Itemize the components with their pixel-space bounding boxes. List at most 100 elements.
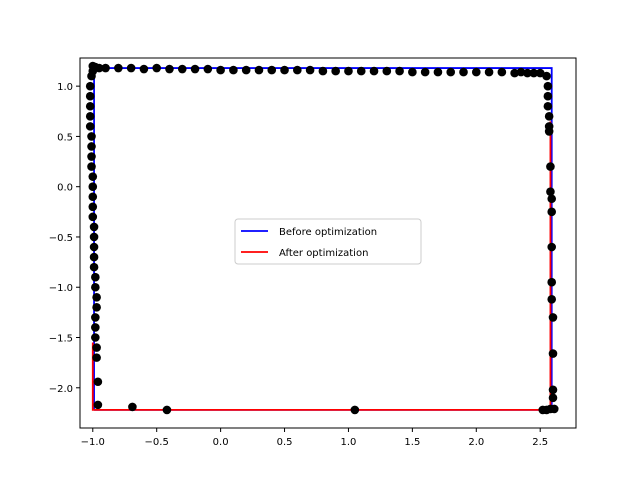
- scatter-point-74: [91, 282, 100, 292]
- scatter-point-30: [446, 67, 456, 77]
- x-tick-label-6: 2.0: [468, 437, 484, 448]
- scatter-point-10: [190, 64, 200, 74]
- scatter-point-54: [548, 313, 558, 322]
- scatter-point-76: [89, 262, 99, 272]
- scatter-point-78: [89, 242, 99, 252]
- scatter-point-23: [356, 66, 366, 76]
- scatter-point-15: [254, 65, 264, 75]
- scatter-point-44: [544, 112, 554, 121]
- scatter-point-64: [128, 402, 137, 412]
- scatter-point-17: [280, 65, 289, 75]
- scatter-point-4: [114, 63, 123, 73]
- scatter-point-32: [471, 67, 481, 77]
- scatter-point-62: [350, 405, 360, 415]
- scatter-point-94: [85, 81, 95, 91]
- scatter-point-9: [177, 64, 187, 74]
- scatter-point-2: [94, 63, 104, 73]
- scatter-point-21: [331, 66, 340, 76]
- scatter-point-81: [88, 212, 98, 222]
- x-axis-ticks: −1.0 −0.5 0.0 0.5 1.0 1.5 2.0 2.5: [81, 428, 548, 448]
- legend-label-after-optimization: After optimization: [279, 248, 368, 259]
- scatter-point-8: [165, 64, 174, 74]
- scatter-point-86: [87, 162, 96, 171]
- scatter-point-68: [92, 343, 101, 352]
- y-tick-label-1: 0.5: [57, 132, 73, 143]
- y-tick-label-4: −1.0: [49, 283, 73, 294]
- scatter-point-25: [382, 66, 392, 76]
- scatter-point-72: [92, 303, 101, 312]
- scatter-point-52: [547, 277, 557, 287]
- axes-frame: [79, 57, 577, 429]
- scatter-point-27: [408, 67, 417, 77]
- scatter-point-47: [546, 162, 555, 171]
- scatter-point-28: [420, 67, 430, 77]
- x-tick-label-7: 2.5: [532, 437, 548, 448]
- scatter-point-91: [85, 112, 95, 121]
- scatter-point-87: [87, 152, 96, 161]
- scatter-point-20: [318, 66, 328, 76]
- scatter-point-55: [548, 349, 558, 358]
- scatter-point-71: [91, 313, 100, 322]
- scatter-point-16: [267, 65, 277, 75]
- scatter-point-18: [293, 65, 302, 75]
- scatter-point-3: [101, 63, 110, 73]
- scatter-point-83: [88, 192, 98, 202]
- scatter-point-40: [542, 71, 551, 81]
- scatter-point-49: [547, 194, 557, 204]
- scatter-point-42: [543, 91, 553, 101]
- scatter-point-92: [85, 101, 95, 111]
- y-tick-label-2: 0.0: [57, 183, 73, 194]
- series-layer: [91, 67, 553, 411]
- x-tick-label-1: −0.5: [145, 437, 169, 448]
- scatter-point-31: [459, 67, 468, 77]
- scatter-point-22: [344, 66, 353, 76]
- scatter-point-50: [547, 207, 557, 217]
- scatter-point-65: [93, 400, 103, 410]
- scatter-point-7: [152, 63, 161, 73]
- legend-box: [234, 218, 422, 265]
- scatter-point-14: [241, 65, 251, 75]
- y-tick-label-3: −0.5: [49, 233, 73, 244]
- y-axis-ticks: 1.0 0.5 0.0 −0.5 −1.0 −1.5 −2.0: [49, 82, 80, 395]
- x-tick-label-4: 1.0: [341, 437, 357, 448]
- scatter-point-38: [529, 68, 539, 78]
- scatter-point-96: [88, 66, 98, 76]
- scatter-point-56: [548, 385, 558, 395]
- scatter-point-41: [543, 81, 553, 91]
- scatter-point-11: [203, 64, 213, 74]
- scatter-point-46: [544, 127, 554, 136]
- x-tick-label-2: 0.0: [213, 437, 229, 448]
- scatter-point-85: [88, 172, 98, 181]
- scatter-point-35: [510, 68, 519, 78]
- scatter-point-12: [216, 65, 225, 75]
- scatter-point-6: [139, 64, 149, 74]
- scatter-point-53: [547, 295, 557, 304]
- series-line-1: [91, 121, 552, 411]
- scatter-point-29: [433, 67, 443, 77]
- scatter-point-79: [89, 232, 99, 242]
- scatter-point-80: [89, 222, 99, 232]
- scatter-point-93: [85, 91, 95, 101]
- scatter-point-69: [91, 333, 100, 342]
- scatter-point-51: [547, 242, 557, 252]
- scatter-point-88: [87, 142, 96, 151]
- axes-border: [79, 57, 577, 429]
- scatter-point-75: [91, 272, 100, 282]
- x-tick-label-5: 1.5: [404, 437, 420, 448]
- scatter-point-82: [88, 202, 98, 212]
- legend: Before optimization After optimization: [234, 218, 422, 265]
- scatter-point-67: [92, 353, 101, 362]
- y-tick-label-0: 1.0: [57, 82, 73, 93]
- x-tick-label-0: −1.0: [81, 437, 105, 448]
- scatter-point-57: [548, 393, 558, 403]
- scatter-point-61: [538, 405, 548, 415]
- legend-label-before-optimization: Before optimization: [279, 227, 377, 238]
- scatter-point-90: [85, 122, 95, 131]
- scatter-point-24: [369, 66, 379, 76]
- y-tick-label-5: −1.5: [49, 334, 73, 345]
- scatter-point-39: [535, 68, 545, 78]
- scatter-point-84: [88, 182, 98, 191]
- scatter-point-33: [484, 67, 494, 77]
